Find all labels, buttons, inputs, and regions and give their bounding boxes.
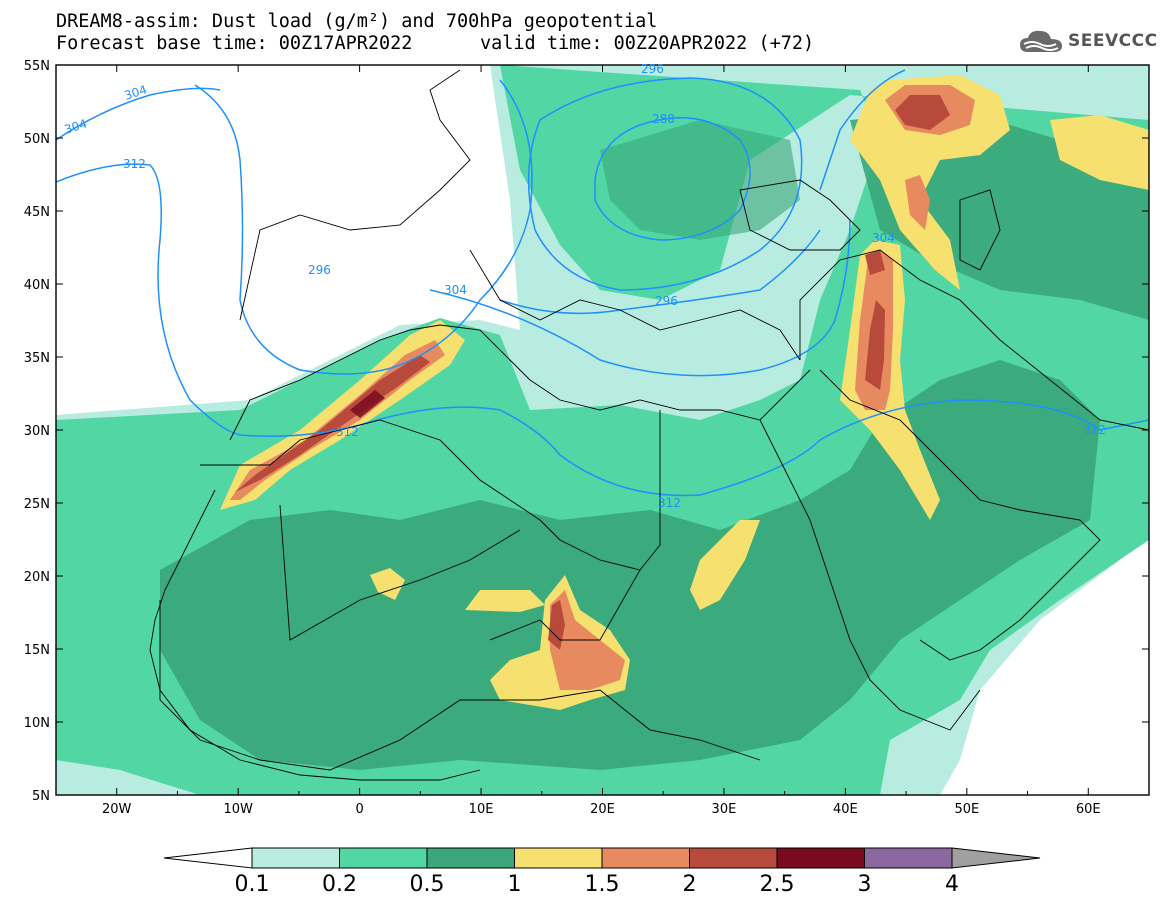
colorbar-label: 4 bbox=[945, 872, 959, 897]
lon-label: 50E bbox=[954, 802, 979, 817]
lat-label: 10N bbox=[24, 716, 50, 731]
colorbar-label: 0.2 bbox=[322, 872, 357, 897]
contour-label: 296 bbox=[308, 263, 331, 277]
lat-label: 5N bbox=[32, 789, 50, 804]
contour-label: 296 bbox=[641, 62, 664, 76]
colorbar-label: 0.5 bbox=[410, 872, 445, 897]
colorbar-swatch bbox=[340, 848, 428, 868]
colorbar-under-triangle bbox=[164, 848, 252, 868]
colorbar-over-triangle bbox=[952, 848, 1040, 868]
colorbar-swatch bbox=[777, 848, 865, 868]
colorbar-label: 0.1 bbox=[235, 872, 270, 897]
contour-label: 312 bbox=[123, 157, 146, 171]
colorbar-swatch bbox=[427, 848, 515, 868]
contour-label: 288 bbox=[652, 112, 675, 126]
lat-label: 30N bbox=[24, 424, 50, 439]
lon-label: 0 bbox=[355, 802, 363, 817]
lat-label: 45N bbox=[24, 205, 50, 220]
lat-label: 35N bbox=[24, 351, 50, 366]
contour-label: 304 bbox=[444, 283, 467, 297]
lon-label: 10W bbox=[223, 802, 253, 817]
lat-label: 25N bbox=[24, 497, 50, 512]
colorbar-label: 1 bbox=[508, 872, 522, 897]
contour-label: 312 bbox=[336, 425, 359, 439]
lat-label: 50N bbox=[24, 132, 50, 147]
map-plot-area bbox=[56, 65, 1149, 795]
lat-label: 15N bbox=[24, 643, 50, 658]
lat-label: 20N bbox=[24, 570, 50, 585]
colorbar-swatch bbox=[602, 848, 690, 868]
colorbar-label: 1.5 bbox=[585, 872, 620, 897]
contour-label: 312 bbox=[1083, 423, 1106, 437]
lon-label: 40E bbox=[833, 802, 858, 817]
contour-label: 296 bbox=[655, 294, 678, 308]
lat-label: 55N bbox=[24, 59, 50, 74]
colorbar: 0.1 0.2 0.5 1 1.5 2 2.5 3 4 bbox=[164, 848, 1040, 897]
lon-label: 20W bbox=[102, 802, 132, 817]
colorbar-swatch bbox=[515, 848, 603, 868]
lon-label: 60E bbox=[1076, 802, 1101, 817]
lon-label: 30E bbox=[712, 802, 737, 817]
contour-label: 312 bbox=[658, 496, 681, 510]
lon-label: 20E bbox=[590, 802, 615, 817]
colorbar-label: 2 bbox=[683, 872, 697, 897]
colorbar-swatch bbox=[865, 848, 953, 868]
lat-label: 40N bbox=[24, 278, 50, 293]
colorbar-swatch bbox=[252, 848, 340, 868]
colorbar-label: 2.5 bbox=[760, 872, 795, 897]
contour-label: 304 bbox=[872, 231, 895, 245]
lon-label: 10E bbox=[469, 802, 494, 817]
colorbar-label: 3 bbox=[858, 872, 872, 897]
colorbar-swatch bbox=[690, 848, 778, 868]
